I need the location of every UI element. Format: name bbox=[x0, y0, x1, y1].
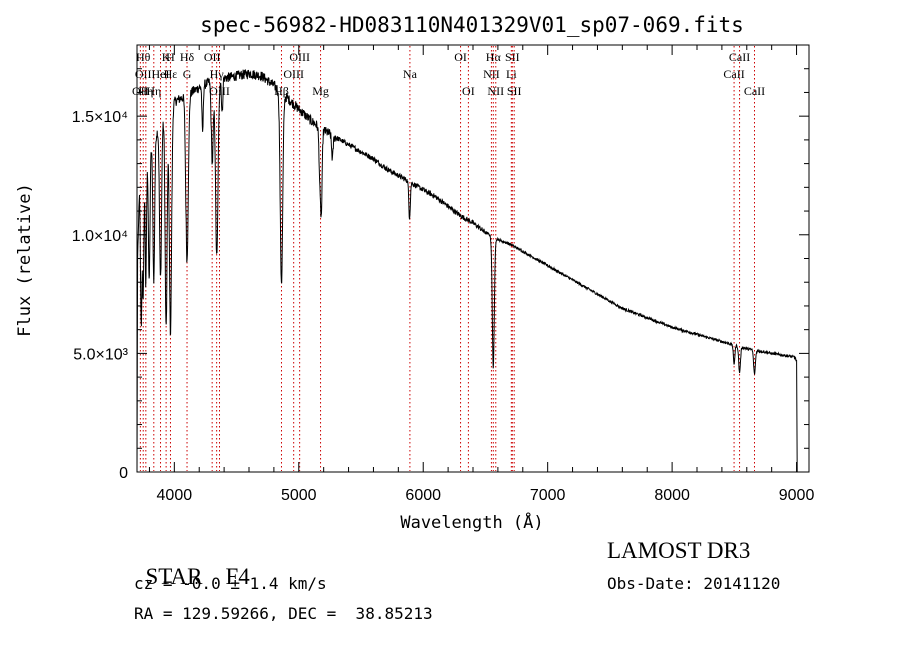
x-axis: 4000 5000 6000 7000 8000 9000 bbox=[148, 45, 815, 504]
reference-line-label: CaII bbox=[744, 84, 765, 98]
reference-line-label: G bbox=[183, 67, 192, 81]
reference-line-label: OI bbox=[462, 84, 475, 98]
x-tick-label: 6000 bbox=[405, 487, 441, 504]
reference-line-label: Na bbox=[403, 67, 418, 81]
reference-line-label: SII bbox=[507, 84, 522, 98]
object-class: STAR F4 bbox=[134, 538, 250, 590]
reference-line-label: SII bbox=[505, 50, 520, 64]
plot-frame bbox=[136, 44, 810, 473]
y-tick-label: 1.5×10⁴ bbox=[72, 109, 128, 126]
subclass-label: F4 bbox=[225, 564, 250, 589]
reference-line-label: OII bbox=[204, 50, 221, 64]
reference-line-label: Hε bbox=[164, 67, 178, 81]
y-tick-label: 5.0×10³ bbox=[73, 346, 128, 363]
reference-line-label: Hγ bbox=[210, 67, 225, 81]
reference-line-label: Hα bbox=[486, 50, 502, 64]
reference-line-label: Hθ bbox=[136, 50, 151, 64]
reference-line-label: Hη bbox=[146, 84, 161, 98]
x-axis-label: Wavelength (Å) bbox=[400, 511, 543, 533]
reference-line-label: Hδ bbox=[180, 50, 195, 64]
y-tick-label: 1.0×10⁴ bbox=[72, 228, 128, 245]
y-tick-label: 0 bbox=[119, 465, 128, 482]
reference-line-label: OIII bbox=[289, 50, 310, 64]
reference-line-label: NII bbox=[483, 67, 500, 81]
reference-line-label: NII bbox=[487, 84, 504, 98]
x-tick-label: 9000 bbox=[779, 487, 815, 504]
reference-line-label: CaII bbox=[729, 50, 750, 64]
reference-line-label: Hη bbox=[138, 84, 153, 98]
reference-line-label: Li bbox=[506, 67, 517, 81]
reference-line-label: OII bbox=[135, 67, 152, 81]
reference-line-label: OI bbox=[454, 50, 467, 64]
chart-title: spec-56982-HD083110N401329V01_sp07-069.f… bbox=[200, 13, 744, 37]
reference-line-label: OIII bbox=[283, 67, 304, 81]
spectrum-line bbox=[136, 69, 798, 473]
obs-date-line: Obs-Date: 20141120 bbox=[607, 574, 781, 593]
x-tick-label: 5000 bbox=[281, 487, 317, 504]
x-tick-label: 8000 bbox=[654, 487, 690, 504]
reference-line-label: CaII bbox=[723, 67, 744, 81]
x-tick-label: 4000 bbox=[157, 487, 193, 504]
class-label: STAR bbox=[145, 564, 203, 589]
survey-label: LAMOST DR3 bbox=[607, 538, 751, 563]
y-axis: 0 5.0×10³ 1.0×10⁴ 1.5×10⁴ bbox=[72, 68, 809, 482]
reference-line-label: OII bbox=[132, 84, 149, 98]
y-axis-label: Flux (relative) bbox=[15, 183, 35, 337]
x-tick-label: 7000 bbox=[530, 487, 566, 504]
reference-line-label: K bbox=[162, 50, 171, 64]
redshift-line: cz = -0.0 ± 1.4 km/s bbox=[134, 574, 327, 593]
reference-line-label: HeI bbox=[152, 67, 170, 81]
reference-line-label: Mg bbox=[312, 84, 329, 98]
reference-line-label: H bbox=[166, 50, 175, 64]
coordinates-line: RA = 129.59266, DEC = 38.85213 bbox=[134, 604, 433, 623]
